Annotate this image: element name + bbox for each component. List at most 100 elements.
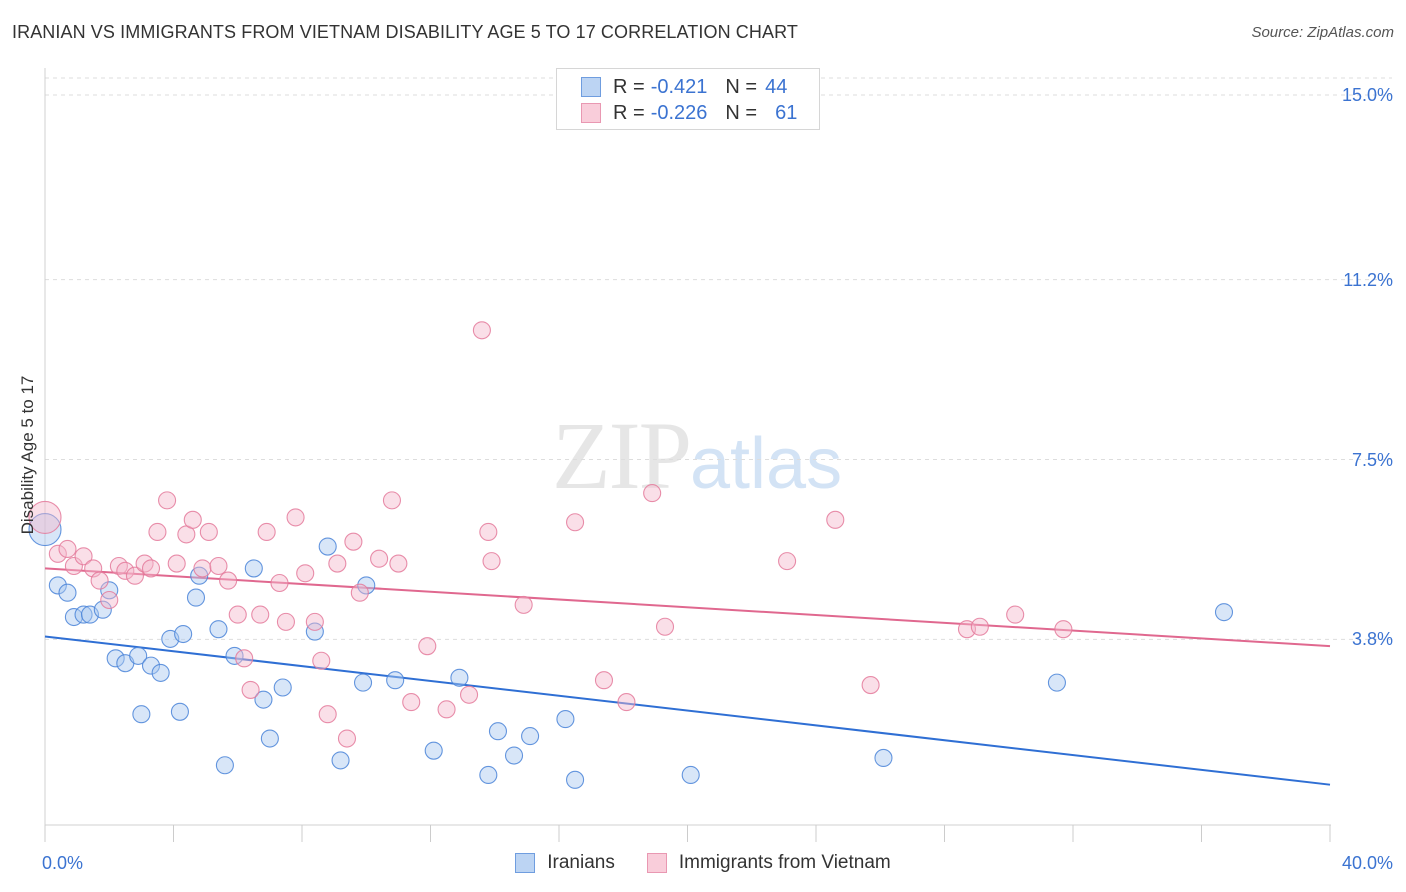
data-point bbox=[350, 583, 369, 602]
data-point bbox=[129, 646, 148, 665]
data-point bbox=[241, 680, 260, 699]
legend-n-label: N = bbox=[725, 101, 758, 124]
y-tick-label: 7.5% bbox=[1351, 449, 1393, 470]
data-point bbox=[186, 588, 206, 607]
data-point bbox=[418, 637, 437, 656]
data-point bbox=[48, 544, 67, 563]
data-point bbox=[861, 676, 880, 695]
data-point bbox=[209, 620, 228, 639]
x-tick-label-max: 40.0% bbox=[1341, 853, 1393, 873]
watermark: ZIPatlas bbox=[552, 400, 842, 511]
data-point bbox=[482, 552, 501, 571]
data-point bbox=[174, 624, 193, 644]
legend-r-value: -0.226 bbox=[650, 101, 708, 124]
data-point bbox=[116, 561, 135, 580]
data-point bbox=[158, 491, 177, 510]
data-point bbox=[48, 576, 67, 595]
y-axis-label: Disability Age 5 to 17 bbox=[18, 375, 37, 535]
data-point bbox=[389, 554, 408, 573]
axes bbox=[44, 68, 1331, 842]
data-point bbox=[106, 649, 125, 668]
source-label: Source: ZipAtlas.com bbox=[1251, 24, 1394, 41]
data-point bbox=[312, 651, 331, 670]
data-point bbox=[100, 581, 119, 600]
legend-n-value: 44 bbox=[765, 75, 788, 98]
chart-title: IRANIAN VS IMMIGRANTS FROM VIETNAM DISAB… bbox=[12, 22, 798, 42]
data-point bbox=[318, 537, 337, 556]
data-point bbox=[472, 321, 491, 340]
data-point bbox=[826, 510, 845, 529]
data-point bbox=[874, 748, 893, 768]
data-point bbox=[514, 595, 533, 614]
data-point bbox=[286, 508, 305, 527]
legend-n-value: 61 bbox=[775, 101, 798, 124]
data-point bbox=[251, 605, 270, 624]
data-point bbox=[459, 685, 479, 704]
data-point bbox=[655, 617, 675, 636]
y-tick-label: 11.2% bbox=[1343, 269, 1393, 290]
data-point bbox=[148, 522, 167, 542]
data-point bbox=[296, 564, 315, 583]
x-tick-label-min: 0.0% bbox=[42, 853, 84, 873]
data-point bbox=[337, 729, 357, 748]
data-point bbox=[254, 690, 273, 709]
legend-swatch-blue bbox=[515, 853, 536, 873]
data-point bbox=[617, 693, 636, 712]
data-point bbox=[260, 729, 279, 748]
legend-row-iranians: R = -0.421 N = 44 bbox=[581, 75, 787, 99]
data-point bbox=[235, 649, 254, 668]
data-point bbox=[386, 671, 405, 690]
data-point bbox=[170, 702, 189, 721]
data-point bbox=[318, 705, 337, 724]
data-point bbox=[74, 605, 93, 624]
data-point bbox=[183, 510, 202, 529]
data-point bbox=[244, 559, 263, 578]
data-point bbox=[566, 513, 585, 532]
data-point bbox=[643, 484, 662, 503]
data-point bbox=[93, 600, 112, 619]
data-points bbox=[28, 321, 1234, 789]
data-point bbox=[1214, 603, 1234, 622]
legend-item-label: Immigrants from Vietnam bbox=[678, 852, 891, 873]
watermark-atlas: atlas bbox=[690, 424, 843, 504]
trend-line bbox=[44, 635, 1331, 786]
data-point bbox=[58, 539, 77, 559]
data-point bbox=[402, 693, 421, 712]
data-point bbox=[556, 710, 575, 729]
correlation-legend: R = -0.421 N = 44 R = -0.226 N = 61 bbox=[556, 68, 820, 130]
data-point bbox=[437, 700, 456, 719]
data-point bbox=[100, 590, 119, 610]
data-point bbox=[370, 549, 389, 568]
legend-r-value: -0.421 bbox=[650, 75, 708, 98]
legend-item-label: Iranians bbox=[547, 852, 615, 873]
data-point bbox=[305, 612, 324, 631]
legend-item-vietnam[interactable]: Immigrants from Vietnam bbox=[646, 852, 891, 874]
data-point bbox=[450, 668, 469, 687]
data-point bbox=[566, 770, 585, 789]
data-point bbox=[167, 554, 186, 573]
data-point bbox=[151, 663, 170, 682]
trend-line bbox=[44, 567, 1331, 648]
data-point bbox=[681, 765, 700, 785]
data-point bbox=[257, 522, 276, 542]
data-point bbox=[219, 571, 238, 590]
watermark-zip: ZIP bbox=[552, 402, 692, 509]
data-point bbox=[228, 605, 247, 624]
legend-item-iranians[interactable]: Iranians bbox=[515, 852, 615, 874]
data-point bbox=[141, 559, 161, 578]
data-point bbox=[479, 522, 498, 542]
data-point bbox=[90, 571, 109, 590]
data-point bbox=[328, 554, 347, 573]
data-point bbox=[594, 671, 614, 690]
data-point bbox=[276, 612, 295, 631]
data-point bbox=[479, 765, 498, 785]
data-point bbox=[64, 556, 83, 576]
data-point bbox=[1006, 605, 1025, 624]
legend-row-vietnam: R = -0.226 N = 61 bbox=[581, 101, 797, 125]
data-point bbox=[504, 746, 524, 765]
legend-r-label: R = bbox=[613, 75, 645, 98]
data-point bbox=[344, 532, 363, 551]
trend-lines bbox=[44, 567, 1331, 786]
data-point bbox=[424, 741, 443, 760]
